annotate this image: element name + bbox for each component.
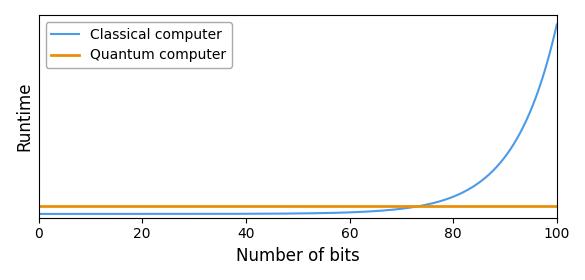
Quantum computer bbox=[449, 205, 456, 208]
Classical computer bbox=[449, 195, 456, 199]
X-axis label: Number of bits: Number of bits bbox=[236, 247, 360, 265]
Classical computer bbox=[35, 212, 42, 216]
Line: Classical computer: Classical computer bbox=[39, 24, 557, 214]
Classical computer bbox=[88, 212, 95, 216]
Classical computer bbox=[263, 212, 270, 215]
Classical computer bbox=[245, 212, 252, 216]
Quantum computer bbox=[35, 205, 42, 208]
Classical computer bbox=[439, 199, 446, 202]
Quantum computer bbox=[439, 205, 446, 208]
Y-axis label: Runtime: Runtime bbox=[15, 81, 33, 151]
Quantum computer bbox=[245, 205, 252, 208]
Quantum computer bbox=[88, 205, 95, 208]
Quantum computer bbox=[553, 205, 560, 208]
Legend: Classical computer, Quantum computer: Classical computer, Quantum computer bbox=[46, 22, 232, 68]
Classical computer bbox=[391, 208, 398, 211]
Quantum computer bbox=[391, 205, 398, 208]
Quantum computer bbox=[263, 205, 270, 208]
Classical computer bbox=[553, 23, 560, 26]
